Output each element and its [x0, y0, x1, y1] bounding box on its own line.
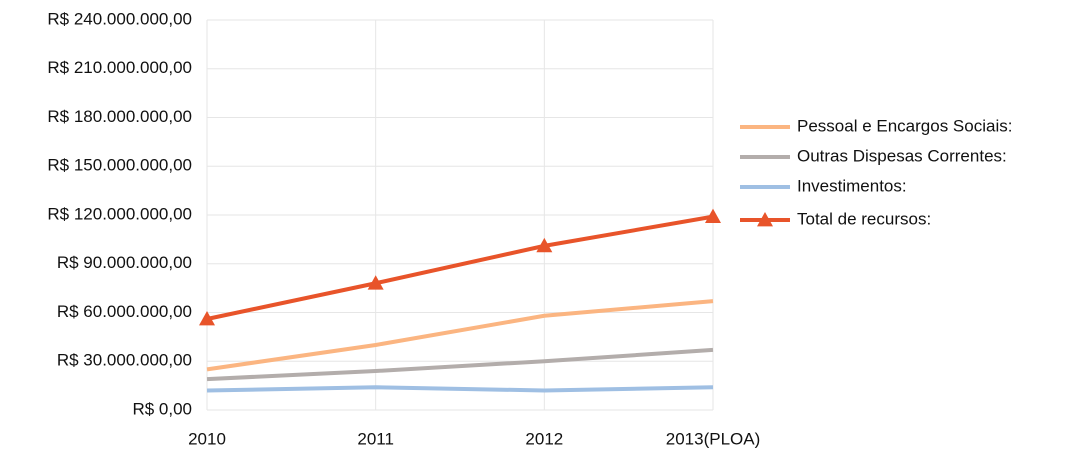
- point-marker: [199, 311, 215, 326]
- y-tick-label: R$ 60.000.000,00: [57, 302, 192, 321]
- legend-marker: [757, 212, 773, 227]
- point-marker: [705, 208, 721, 224]
- y-tick-label: R$ 120.000.000,00: [47, 204, 192, 223]
- series-line: [206, 385, 714, 393]
- y-tick-label: R$ 150.000.000,00: [47, 156, 192, 175]
- series-line: [206, 214, 714, 321]
- x-tick-label: 2010: [188, 429, 226, 448]
- y-tick-label: R$ 240.000.000,00: [47, 9, 192, 28]
- point-marker: [536, 237, 553, 253]
- y-tick-label: R$ 180.000.000,00: [47, 107, 192, 126]
- series-line: [206, 347, 714, 382]
- x-tick-label: 2012: [525, 429, 563, 448]
- series-line: [206, 299, 714, 372]
- legend-label: Outras Dispesas Correntes:: [797, 146, 1007, 165]
- y-tick-label: R$ 0,00: [132, 399, 192, 418]
- legend-label: Total de recursos:: [797, 209, 931, 228]
- legend-label: Pessoal e Encargos Sociais:: [797, 116, 1012, 135]
- legend-label: Investimentos:: [797, 176, 907, 195]
- y-tick-label: R$ 30.000.000,00: [57, 351, 192, 370]
- x-tick-label: 2011: [357, 429, 394, 448]
- y-tick-label: R$ 90.000.000,00: [57, 253, 192, 272]
- y-tick-label: R$ 210.000.000,00: [47, 58, 192, 77]
- x-tick-label: 2013(PLOA): [666, 429, 761, 448]
- point-marker: [367, 275, 384, 290]
